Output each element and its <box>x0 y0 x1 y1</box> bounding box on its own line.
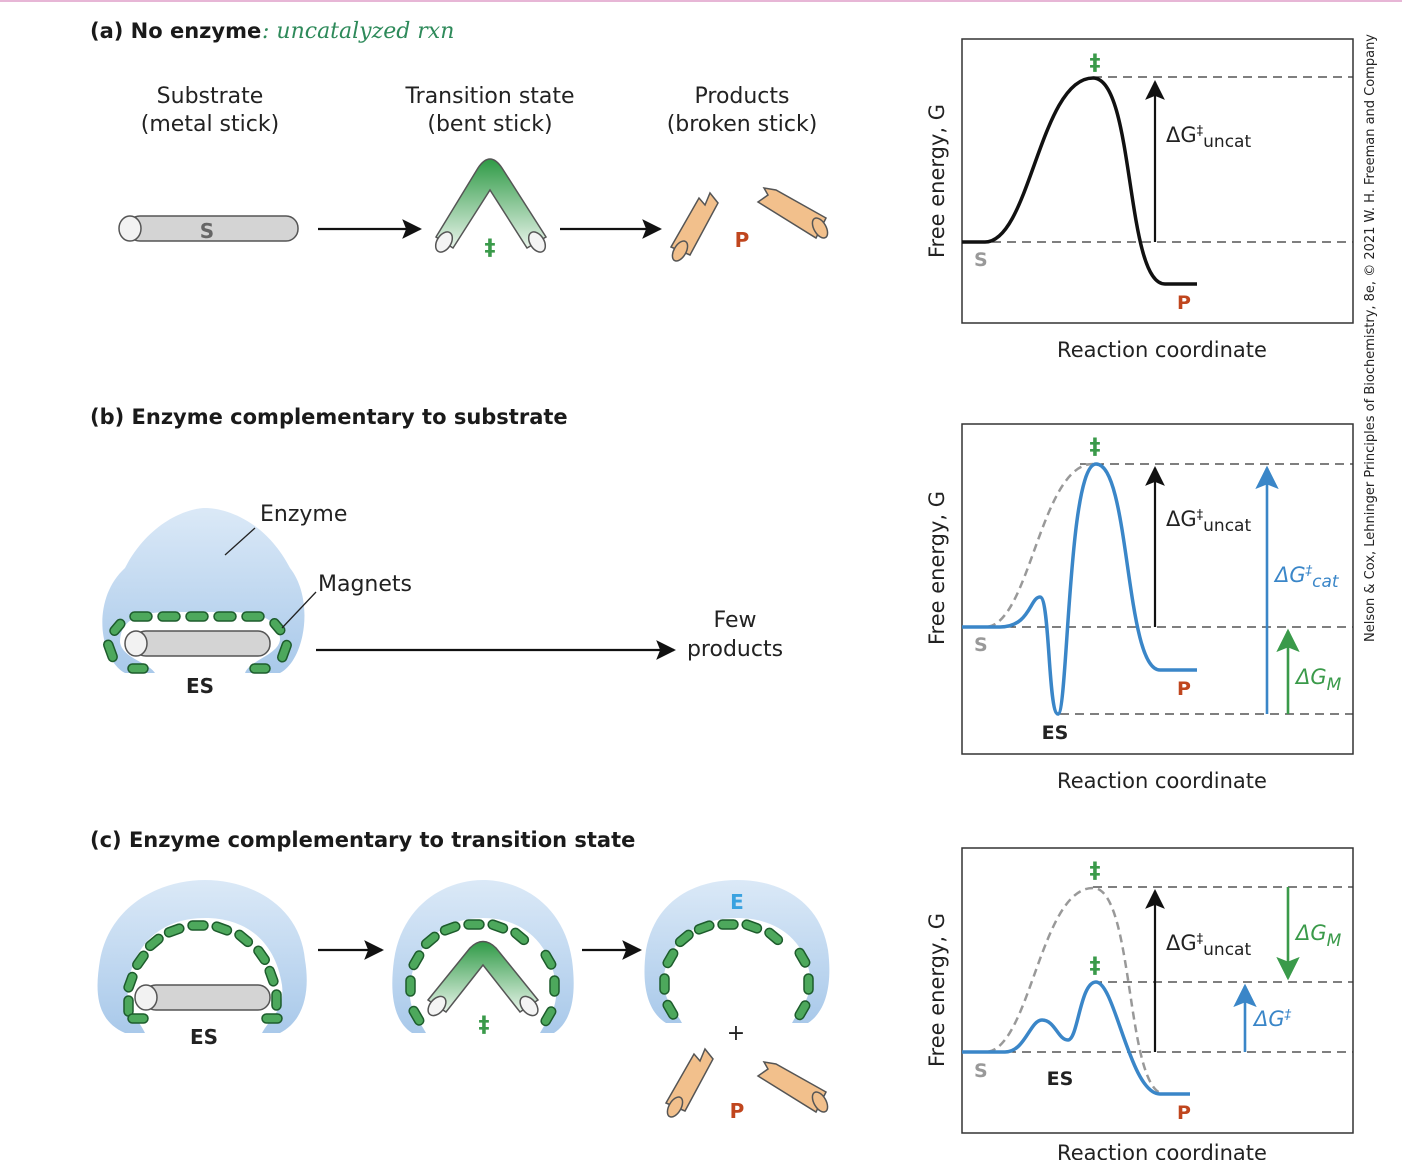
substrate-stick-b <box>124 630 271 657</box>
panel-c-header: (c) Enzyme complementary to transition s… <box>90 828 635 852</box>
graph-c-dg-label: ΔG‡ <box>1252 1007 1292 1031</box>
handwritten-note: : uncatalyzed rxn <box>262 19 454 44</box>
panel-a-header: (a) No enzyme <box>90 19 261 43</box>
graph-c-p-label: P <box>1177 1102 1191 1124</box>
copyright-credit: Nelson & Cox, Lehninger Principles of Bi… <box>1363 34 1378 642</box>
products-p-label: P <box>735 228 750 252</box>
graph-c <box>961 847 1354 1134</box>
products-label: Products <box>695 84 790 109</box>
graph-c-dg-uncat-label: ΔG‡uncat <box>1166 931 1251 960</box>
graph-c-xlabel: Reaction coordinate <box>1057 1141 1267 1160</box>
magnets-label: Magnets <box>318 572 412 597</box>
magnets-pointer <box>281 591 317 629</box>
transition-label: Transition state <box>404 84 574 109</box>
graph-a-ylabel: Free energy, G <box>925 104 949 258</box>
graph-b-es-label: ES <box>1042 722 1069 744</box>
es-label-b: ES <box>186 674 214 698</box>
enzyme-pointer <box>224 527 256 556</box>
graph-b <box>961 423 1354 755</box>
panel-b-header: (b) Enzyme complementary to substrate <box>90 405 568 429</box>
substrate-stick-c <box>134 984 271 1011</box>
product-piece-right-c <box>756 1061 829 1114</box>
products-sublabel: (broken stick) <box>667 112 818 137</box>
product-piece-left-c <box>664 1047 714 1118</box>
graph-c-curve <box>962 980 1190 1096</box>
enzyme-c2 <box>392 880 574 1033</box>
graph-c-ddagger-uncat: ‡ <box>1090 859 1101 884</box>
product-piece-left <box>669 191 719 262</box>
graph-c-ylabel: Free energy, G <box>925 913 949 1067</box>
graph-a-curve <box>962 76 1197 286</box>
magnets-c3 <box>659 919 814 1021</box>
enzyme-c3 <box>644 880 830 1023</box>
graph-b-xlabel: Reaction coordinate <box>1057 769 1267 793</box>
graph-a-s-label: S <box>974 249 988 271</box>
graph-a-xlabel: Reaction coordinate <box>1057 338 1267 362</box>
bent-stick <box>434 158 548 253</box>
graph-b-s-label: S <box>974 634 988 656</box>
substrate-stick <box>118 215 299 242</box>
few-products-sublabel: products <box>687 637 783 662</box>
graph-c-uncat-dashed <box>962 886 1166 1096</box>
transition-ddagger: ‡ <box>485 236 496 261</box>
graph-a <box>961 38 1354 324</box>
magnets-c2 <box>405 919 560 1027</box>
graph-b-ddagger: ‡ <box>1090 435 1101 460</box>
graph-c-s-label: S <box>974 1060 988 1082</box>
graph-b-dgm-label: ΔGM <box>1294 665 1342 695</box>
graph-c-ddagger-cat: ‡ <box>1090 954 1101 979</box>
bent-stick-c <box>426 940 540 1017</box>
enzyme-c1 <box>97 880 307 1033</box>
product-piece-right <box>756 187 829 240</box>
few-products-label: Few <box>714 608 757 633</box>
substrate-s-label: S <box>200 219 214 243</box>
free-enzyme-e-label: E <box>730 890 744 914</box>
graph-a-frame <box>961 38 1354 324</box>
substrate-label: Substrate <box>157 84 264 109</box>
enzyme-label: Enzyme <box>260 502 347 527</box>
graph-b-frame <box>961 423 1354 755</box>
graph-b-dg-cat-label: ΔG‡cat <box>1273 563 1340 592</box>
graph-c-dgm-label: ΔGM <box>1294 921 1342 951</box>
graph-b-curve <box>962 462 1197 716</box>
magnets-b <box>102 611 292 674</box>
graph-c-frame <box>961 847 1354 1134</box>
top-border <box>0 0 1402 2</box>
c2-ddagger: ‡ <box>479 1013 490 1038</box>
graph-c-es-label: ES <box>1047 1068 1074 1090</box>
graph-b-ylabel: Free energy, G <box>925 491 949 645</box>
graph-b-uncat-dashed <box>962 462 1094 629</box>
substrate-sublabel: (metal stick) <box>141 112 279 137</box>
graph-a-p-label: P <box>1177 292 1191 314</box>
graph-a-ddagger: ‡ <box>1090 51 1101 76</box>
graph-b-p-label: P <box>1177 678 1191 700</box>
es-label-c: ES <box>190 1025 218 1049</box>
magnets-c1 <box>123 920 283 1024</box>
graph-b-dg-uncat-label: ΔG‡uncat <box>1166 507 1251 536</box>
products-c-p-label: P <box>730 1099 745 1123</box>
transition-sublabel: (bent stick) <box>427 112 552 137</box>
graph-a-dg-uncat-label: ΔG‡uncat <box>1166 123 1251 152</box>
plus-sign: + <box>727 1021 745 1046</box>
